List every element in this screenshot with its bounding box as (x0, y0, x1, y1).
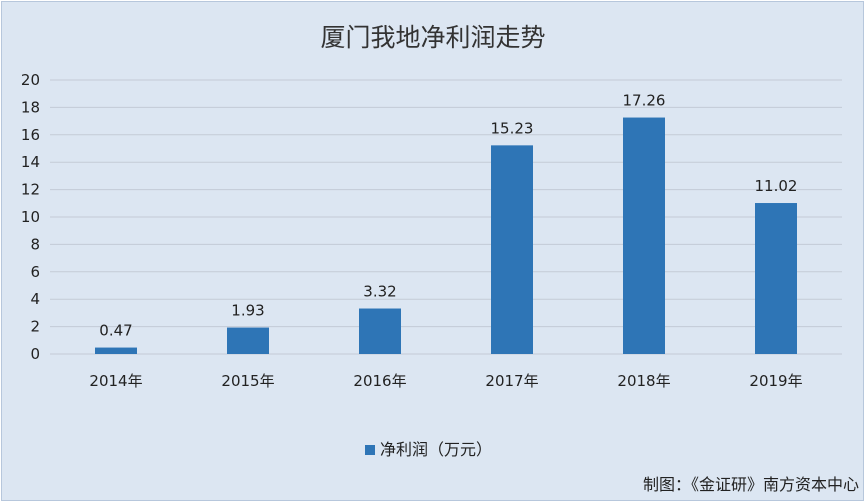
x-tick-label: 2014年 (89, 372, 142, 390)
bar (359, 308, 401, 354)
data-label: 11.02 (755, 177, 798, 195)
legend: 净利润（万元） (365, 440, 492, 459)
y-tick-label: 8 (30, 235, 40, 253)
x-tick-label: 2016年 (353, 372, 406, 390)
bar (623, 117, 665, 355)
legend-label: 净利润（万元） (380, 440, 492, 459)
data-label: 1.93 (231, 302, 264, 320)
x-axis-ticks: 2014年 2015年 2016年 2017年 2018年 2019年 (89, 372, 802, 390)
data-label: 0.47 (99, 322, 132, 340)
x-tick-label: 2017年 (485, 372, 538, 390)
data-label: 15.23 (491, 119, 534, 137)
y-tick-label: 20 (21, 71, 40, 89)
bar (227, 327, 269, 354)
data-label: 3.32 (363, 283, 396, 301)
data-label: 17.26 (623, 92, 666, 110)
y-tick-label: 16 (21, 126, 40, 144)
y-tick-label: 14 (21, 153, 40, 171)
gridlines (50, 79, 842, 355)
bar (491, 145, 533, 354)
chart-title: 厦门我地净利润走势 (320, 23, 545, 52)
bar (95, 347, 137, 354)
x-tick-label: 2015年 (221, 372, 274, 390)
y-tick-label: 12 (21, 181, 40, 199)
y-axis-ticks: 0 2 4 6 8 10 12 14 16 18 20 (21, 71, 40, 363)
bars (95, 117, 797, 355)
y-tick-label: 0 (30, 345, 40, 363)
x-tick-label: 2018年 (617, 372, 670, 390)
y-tick-label: 18 (21, 98, 40, 116)
bar (755, 203, 797, 354)
data-labels: 0.47 1.93 3.32 15.23 17.26 11.02 (99, 92, 797, 340)
y-tick-label: 2 (30, 318, 40, 336)
y-tick-label: 4 (30, 290, 40, 308)
y-tick-label: 6 (30, 263, 40, 281)
source-note: 制图：《金证研》南方资本中心 (643, 475, 859, 494)
legend-swatch (365, 445, 375, 455)
x-tick-label: 2019年 (749, 372, 802, 390)
y-tick-label: 10 (21, 208, 40, 226)
